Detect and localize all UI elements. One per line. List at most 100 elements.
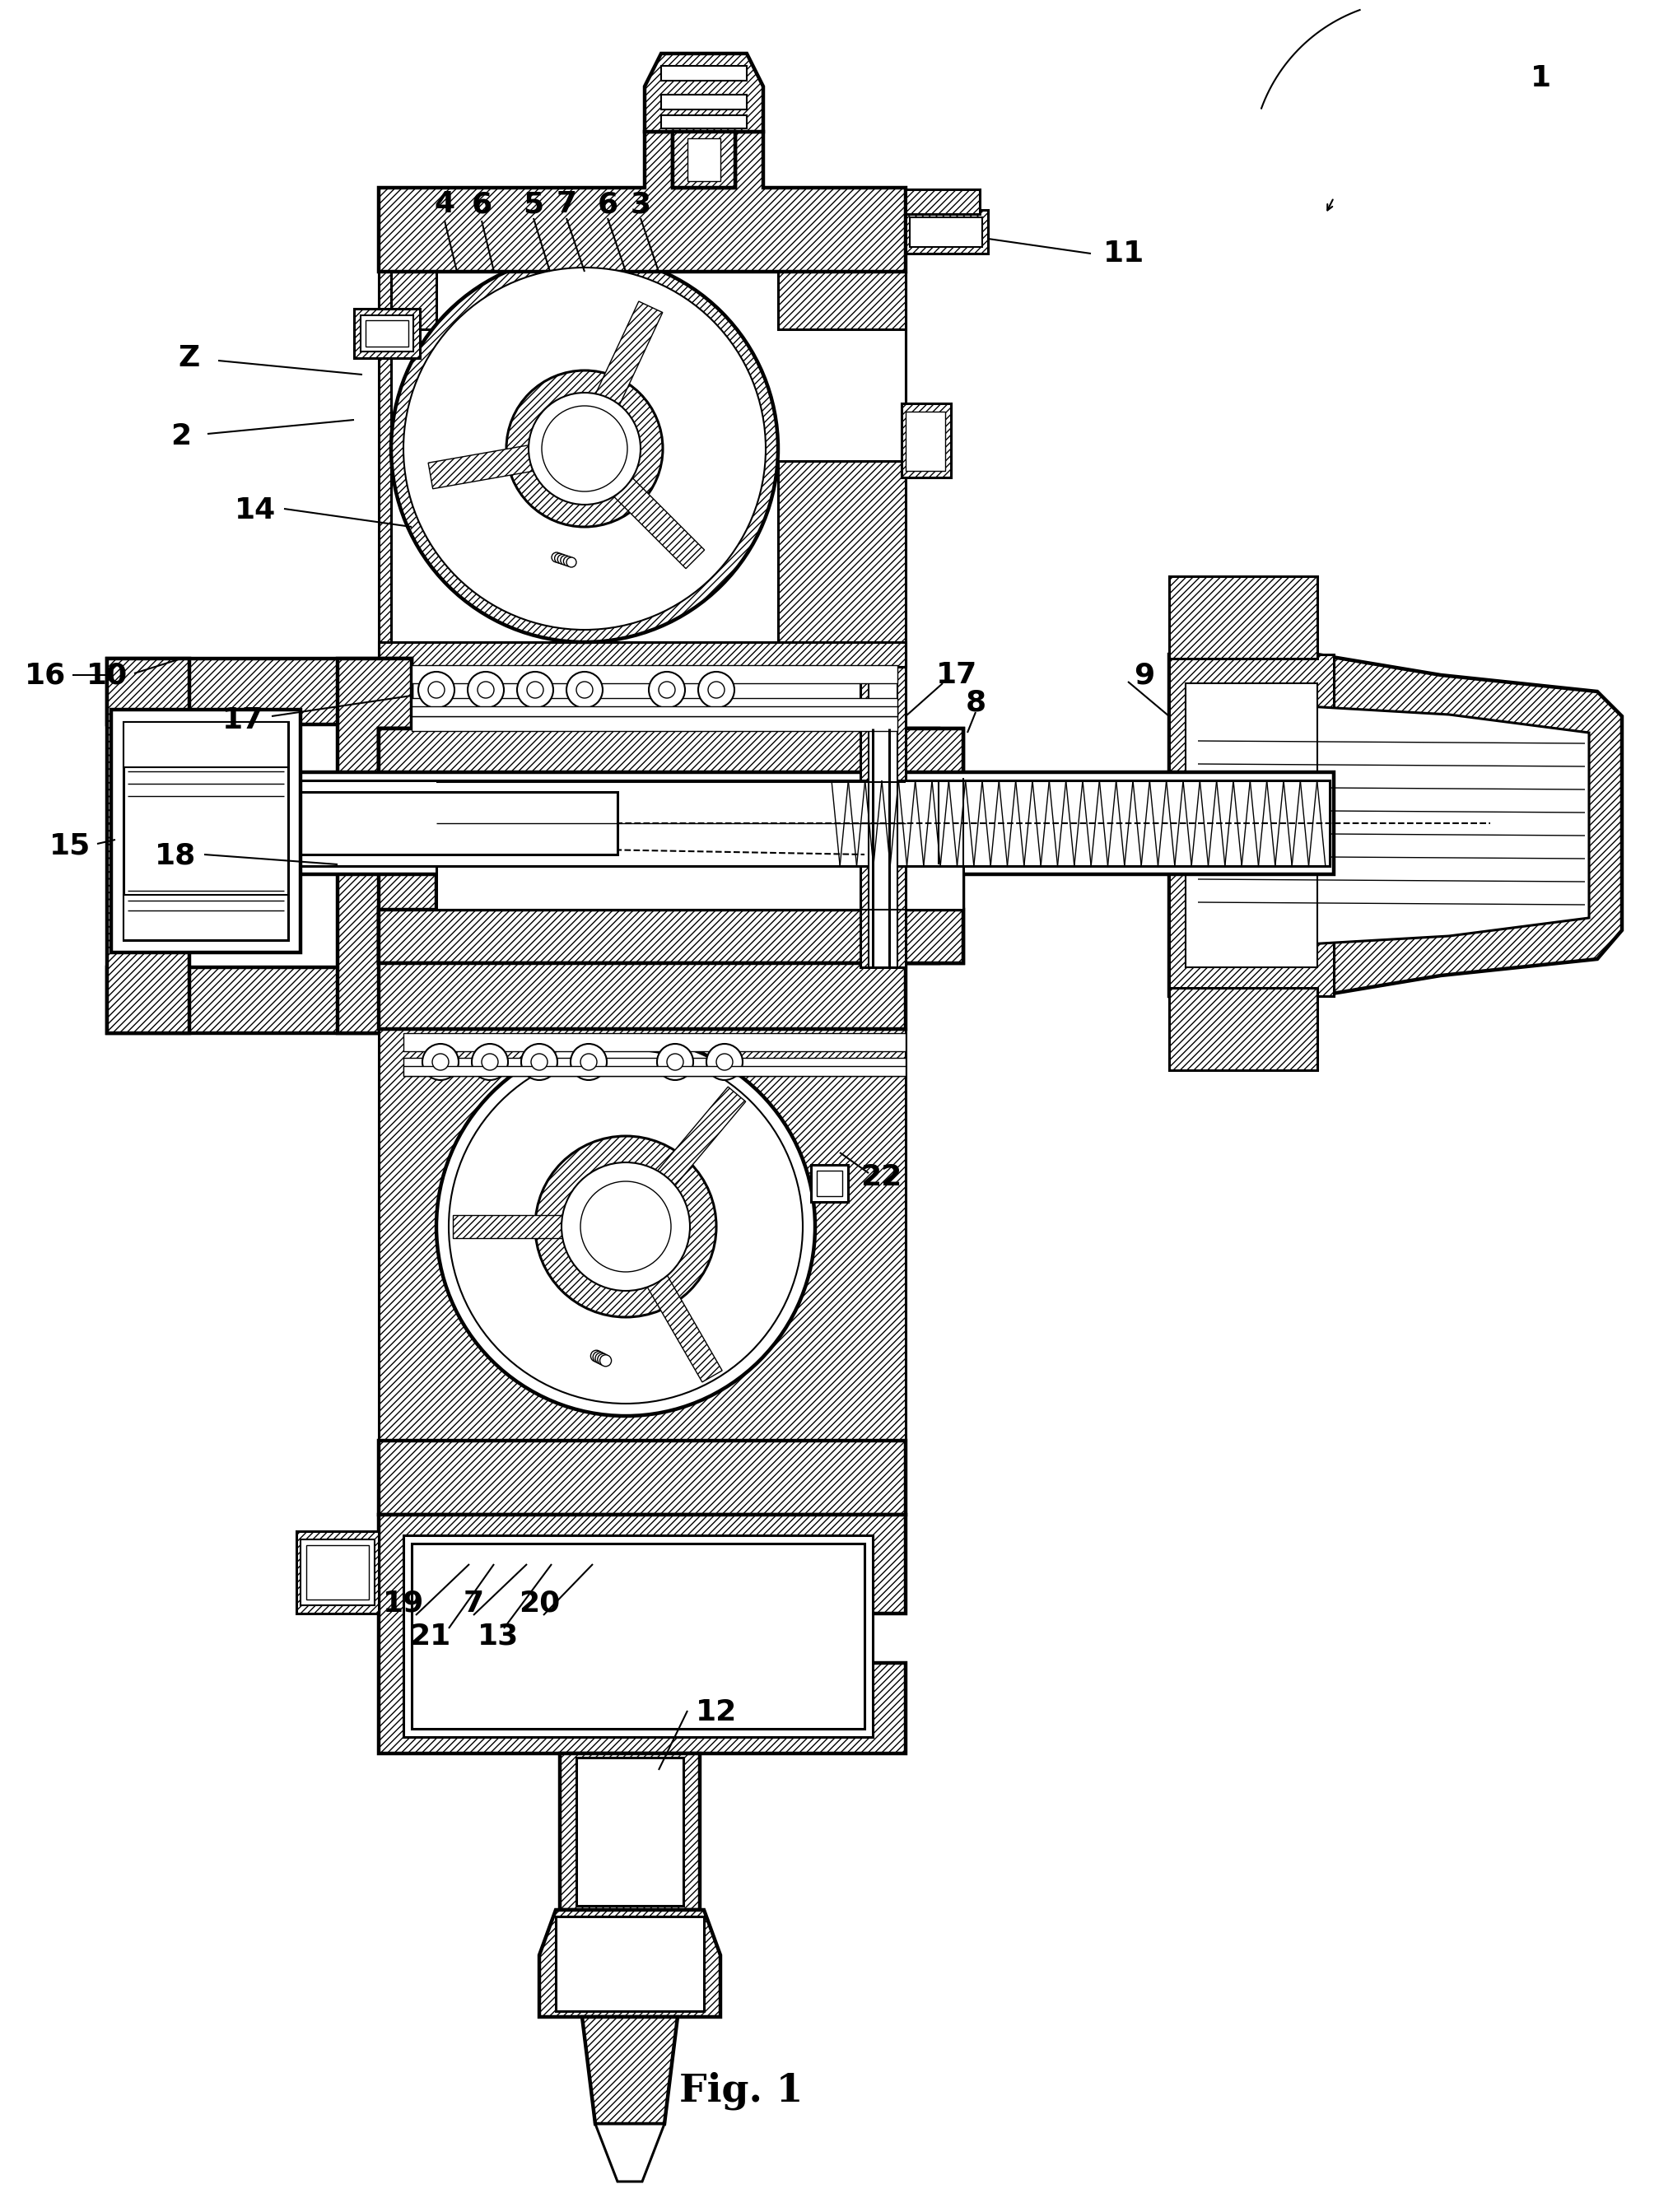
- Bar: [124, 896, 288, 940]
- Circle shape: [437, 1037, 815, 1416]
- Bar: [816, 1170, 842, 1197]
- Circle shape: [565, 672, 602, 708]
- Text: 17: 17: [223, 706, 263, 734]
- Bar: [403, 1535, 872, 1736]
- Circle shape: [529, 394, 641, 504]
- Bar: [905, 411, 945, 471]
- Polygon shape: [428, 442, 544, 489]
- Circle shape: [477, 681, 494, 699]
- Text: 8: 8: [965, 688, 985, 717]
- Bar: [378, 728, 964, 783]
- Circle shape: [570, 1044, 607, 1079]
- Bar: [661, 95, 746, 108]
- Text: 18: 18: [154, 843, 196, 869]
- Bar: [811, 1166, 848, 1201]
- Bar: [209, 781, 1328, 867]
- Bar: [107, 659, 189, 1033]
- Circle shape: [520, 1044, 557, 1079]
- Polygon shape: [673, 133, 734, 188]
- Bar: [555, 1916, 704, 2011]
- Bar: [124, 721, 288, 768]
- Circle shape: [599, 1356, 611, 1367]
- Text: 14: 14: [234, 495, 276, 524]
- Polygon shape: [378, 254, 905, 330]
- Polygon shape: [778, 272, 905, 666]
- Circle shape: [576, 681, 592, 699]
- Polygon shape: [559, 1754, 699, 1909]
- Polygon shape: [296, 1531, 378, 1613]
- Text: 6: 6: [472, 190, 492, 219]
- Circle shape: [581, 1181, 671, 1272]
- Text: 12: 12: [696, 1699, 736, 1725]
- Bar: [412, 1544, 863, 1730]
- Circle shape: [565, 557, 576, 566]
- Circle shape: [659, 681, 674, 699]
- Circle shape: [716, 1053, 733, 1071]
- Circle shape: [554, 553, 564, 564]
- Bar: [378, 728, 939, 783]
- Polygon shape: [355, 310, 420, 358]
- Polygon shape: [646, 1086, 746, 1199]
- Polygon shape: [378, 962, 905, 1029]
- Text: 4: 4: [433, 190, 455, 219]
- Circle shape: [517, 672, 554, 708]
- Text: 19: 19: [383, 1590, 423, 1617]
- Bar: [412, 717, 897, 730]
- Circle shape: [403, 268, 765, 630]
- Bar: [206, 792, 617, 854]
- Circle shape: [596, 1352, 607, 1365]
- Polygon shape: [644, 53, 763, 133]
- Circle shape: [597, 1354, 609, 1365]
- Polygon shape: [378, 641, 905, 666]
- Bar: [403, 1066, 905, 1075]
- Circle shape: [535, 1137, 716, 1316]
- Bar: [905, 728, 964, 962]
- Polygon shape: [902, 403, 950, 478]
- Text: Z: Z: [179, 345, 201, 372]
- Text: 11: 11: [1103, 239, 1144, 268]
- Bar: [1184, 684, 1317, 967]
- Polygon shape: [606, 469, 704, 568]
- Bar: [378, 909, 939, 962]
- Text: 1: 1: [1531, 64, 1551, 93]
- Text: 5: 5: [524, 190, 544, 219]
- Circle shape: [422, 1044, 458, 1079]
- Bar: [661, 66, 746, 80]
- Circle shape: [542, 405, 627, 491]
- Circle shape: [423, 288, 744, 608]
- Polygon shape: [1168, 989, 1317, 1071]
- Bar: [412, 666, 897, 684]
- Polygon shape: [637, 1261, 721, 1382]
- Bar: [360, 316, 413, 352]
- Polygon shape: [860, 666, 905, 967]
- Polygon shape: [378, 1515, 905, 1754]
- Text: 7: 7: [463, 1590, 483, 1617]
- Bar: [412, 706, 897, 717]
- Text: Fig. 1: Fig. 1: [679, 2073, 803, 2110]
- Polygon shape: [596, 2124, 664, 2181]
- Polygon shape: [378, 1029, 905, 1440]
- Circle shape: [657, 1044, 693, 1079]
- Bar: [107, 659, 412, 726]
- Circle shape: [698, 672, 734, 708]
- Text: 16: 16: [25, 661, 65, 688]
- Circle shape: [507, 369, 663, 526]
- Polygon shape: [591, 301, 663, 416]
- Bar: [576, 1759, 683, 1907]
- Bar: [688, 139, 719, 181]
- Text: 17: 17: [935, 661, 977, 688]
- Bar: [661, 115, 746, 128]
- Circle shape: [581, 1053, 597, 1071]
- Circle shape: [591, 1349, 602, 1363]
- Bar: [107, 967, 412, 1033]
- Polygon shape: [1168, 577, 1317, 659]
- Text: 7: 7: [555, 190, 577, 219]
- Text: 15: 15: [49, 832, 90, 860]
- Circle shape: [560, 1161, 689, 1292]
- Circle shape: [428, 681, 445, 699]
- Circle shape: [482, 1053, 499, 1071]
- Circle shape: [527, 681, 544, 699]
- Circle shape: [560, 555, 570, 566]
- Circle shape: [564, 557, 574, 566]
- Circle shape: [467, 672, 504, 708]
